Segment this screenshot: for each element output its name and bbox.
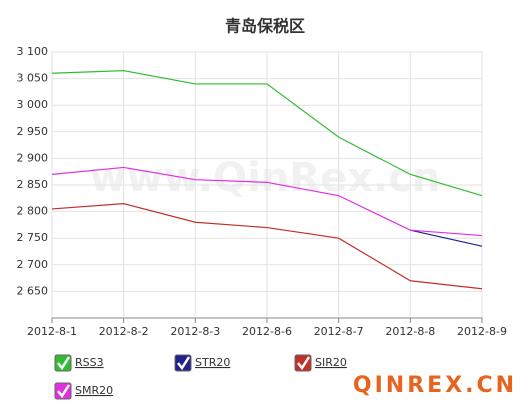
x-tick-label: 2012-8-8 bbox=[385, 325, 435, 338]
line-series bbox=[51, 203, 483, 290]
y-tick-label: 2 900 bbox=[17, 151, 49, 164]
y-tick-label: 3 050 bbox=[17, 72, 49, 85]
y-tick-label: 3 000 bbox=[17, 98, 49, 111]
legend-label: STR20 bbox=[195, 356, 230, 369]
legend-check bbox=[57, 356, 71, 371]
line-series bbox=[51, 70, 483, 197]
legend-check bbox=[297, 356, 311, 371]
legend-check bbox=[177, 356, 191, 371]
chart-title: 青岛保税区 bbox=[225, 17, 305, 36]
x-tick-label: 2012-8-1 bbox=[27, 325, 77, 338]
legend-label: SIR20 bbox=[315, 356, 347, 369]
y-tick-label: 2 650 bbox=[17, 284, 49, 297]
x-tick-label: 2012-8-7 bbox=[314, 325, 364, 338]
legend-label: SMR20 bbox=[75, 384, 113, 397]
line-series bbox=[410, 229, 483, 247]
y-tick-label: 2 700 bbox=[17, 258, 49, 271]
x-tick-label: 2012-8-6 bbox=[242, 325, 292, 338]
y-tick-label: 2 800 bbox=[17, 205, 49, 218]
x-tick-label: 2012-8-3 bbox=[170, 325, 220, 338]
y-tick-label: 2 850 bbox=[17, 178, 49, 191]
y-tick-label: 2 950 bbox=[17, 125, 49, 138]
x-tick-label: 2012-8-2 bbox=[99, 325, 149, 338]
legend-label: RSS3 bbox=[75, 356, 104, 369]
y-tick-label: 2 750 bbox=[17, 231, 49, 244]
line-series bbox=[51, 166, 483, 237]
logo: QINREX.CN bbox=[353, 373, 517, 398]
y-tick-label: 3 100 bbox=[17, 45, 49, 58]
watermark: www.QinRex.cn bbox=[90, 155, 441, 201]
legend-check bbox=[57, 384, 71, 399]
x-tick-label: 2012-8-9 bbox=[457, 325, 507, 338]
